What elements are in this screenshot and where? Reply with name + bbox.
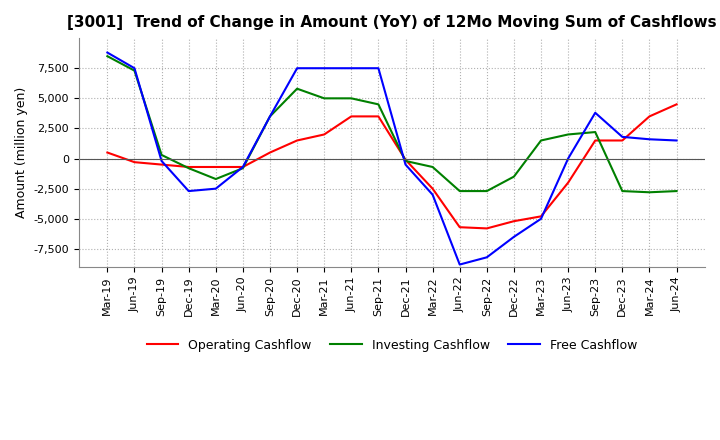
Investing Cashflow [238,165,247,171]
Operating Cashflow [212,165,220,170]
Operating Cashflow [238,165,247,170]
Investing Cashflow [428,165,437,170]
Free Cashflow [536,216,545,221]
Free Cashflow [347,66,356,71]
Operating Cashflow [320,132,328,137]
Free Cashflow [320,66,328,71]
Free Cashflow [672,138,681,143]
Y-axis label: Amount (million yen): Amount (million yen) [15,87,28,218]
Free Cashflow [645,137,654,142]
Investing Cashflow [510,174,518,179]
Operating Cashflow [536,214,545,219]
Operating Cashflow [401,157,410,162]
Line: Investing Cashflow: Investing Cashflow [107,56,677,192]
Free Cashflow [374,66,383,71]
Free Cashflow [130,66,139,71]
Operating Cashflow [564,180,572,185]
Operating Cashflow [347,114,356,119]
Investing Cashflow [645,190,654,195]
Investing Cashflow [455,188,464,194]
Investing Cashflow [320,95,328,101]
Free Cashflow [184,188,193,194]
Free Cashflow [238,165,247,170]
Title: [3001]  Trend of Change in Amount (YoY) of 12Mo Moving Sum of Cashflows: [3001] Trend of Change in Amount (YoY) o… [67,15,717,30]
Operating Cashflow [591,138,600,143]
Legend: Operating Cashflow, Investing Cashflow, Free Cashflow: Operating Cashflow, Investing Cashflow, … [142,334,642,357]
Operating Cashflow [645,114,654,119]
Free Cashflow [266,114,274,119]
Investing Cashflow [536,138,545,143]
Line: Operating Cashflow: Operating Cashflow [107,104,677,228]
Free Cashflow [212,186,220,191]
Investing Cashflow [374,102,383,107]
Line: Free Cashflow: Free Cashflow [107,52,677,264]
Investing Cashflow [184,165,193,171]
Operating Cashflow [374,114,383,119]
Free Cashflow [401,162,410,167]
Operating Cashflow [482,226,491,231]
Investing Cashflow [293,86,302,92]
Investing Cashflow [130,68,139,73]
Free Cashflow [618,134,626,139]
Investing Cashflow [618,188,626,194]
Operating Cashflow [618,138,626,143]
Operating Cashflow [103,150,112,155]
Free Cashflow [455,262,464,267]
Operating Cashflow [184,165,193,170]
Investing Cashflow [157,152,166,158]
Operating Cashflow [455,224,464,230]
Free Cashflow [103,50,112,55]
Investing Cashflow [266,114,274,119]
Investing Cashflow [591,129,600,135]
Free Cashflow [157,158,166,164]
Free Cashflow [428,192,437,197]
Operating Cashflow [266,150,274,155]
Operating Cashflow [293,138,302,143]
Operating Cashflow [510,219,518,224]
Operating Cashflow [672,102,681,107]
Free Cashflow [591,110,600,115]
Operating Cashflow [157,162,166,167]
Investing Cashflow [401,158,410,164]
Investing Cashflow [347,95,356,101]
Investing Cashflow [482,188,491,194]
Investing Cashflow [672,188,681,194]
Free Cashflow [293,66,302,71]
Operating Cashflow [428,186,437,191]
Free Cashflow [510,234,518,239]
Investing Cashflow [564,132,572,137]
Operating Cashflow [130,160,139,165]
Investing Cashflow [212,176,220,182]
Free Cashflow [564,156,572,161]
Investing Cashflow [103,54,112,59]
Free Cashflow [482,255,491,260]
